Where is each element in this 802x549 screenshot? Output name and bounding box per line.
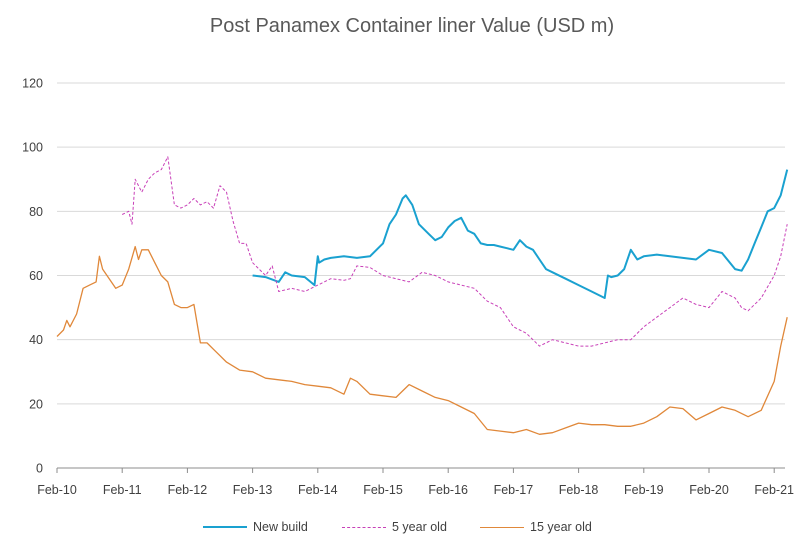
series-line-new-build (252, 169, 789, 299)
x-tick-label: Feb-20 (689, 483, 729, 497)
legend-swatch-5-year-old (342, 526, 386, 528)
legend: New build 5 year old 15 year old (0, 517, 802, 537)
chart-plot: 0 20 40 60 80 100 120 Feb-10 Feb-11 Feb-12 Feb-13… (22, 77, 794, 498)
legend-item-15-year-old: 15 year old (480, 517, 592, 537)
y-tick-label: 20 (29, 397, 43, 411)
x-axis: Feb-10 Feb-11 Feb-12 Feb-13 Feb-14 Feb-15 Feb-… (37, 467, 794, 497)
y-tick-label: 40 (29, 333, 43, 347)
x-tick-label: Feb-15 (363, 483, 403, 497)
x-tick-label: Feb-21 (754, 483, 794, 497)
x-tick-label: Feb-18 (559, 483, 599, 497)
legend-swatch-new-build (203, 526, 247, 528)
x-tick-label: Feb-13 (233, 483, 273, 497)
x-tick-label: Feb-10 (37, 483, 77, 497)
series-lines (56, 156, 789, 435)
legend-label-5-year-old: 5 year old (392, 520, 447, 534)
legend-label-new-build: New build (253, 520, 308, 534)
y-axis-ticks: 0 20 40 60 80 100 120 (22, 77, 43, 476)
series-line-5-year-old (121, 156, 788, 347)
y-tick-label: 80 (29, 205, 43, 219)
legend-item-new-build: New build (203, 517, 308, 537)
x-tick-label: Feb-16 (428, 483, 468, 497)
chart-title: Post Panamex Container liner Value (USD … (209, 15, 615, 37)
x-tick-label: Feb-12 (168, 483, 208, 497)
x-tick-label: Feb-19 (624, 483, 664, 497)
legend-label-15-year-old: 15 year old (530, 520, 592, 534)
series-line-15-year-old (56, 245, 788, 435)
gridlines (57, 82, 785, 405)
x-tick-label: Feb-14 (298, 483, 338, 497)
y-tick-label: 0 (36, 462, 43, 476)
x-tick-label: Feb-17 (494, 483, 534, 497)
y-tick-label: 100 (22, 141, 43, 155)
y-tick-label: 60 (29, 269, 43, 283)
y-tick-label: 120 (22, 77, 43, 91)
legend-swatch-15-year-old (480, 526, 524, 528)
x-tick-label: Feb-11 (103, 483, 142, 497)
legend-item-5-year-old: 5 year old (342, 517, 447, 537)
